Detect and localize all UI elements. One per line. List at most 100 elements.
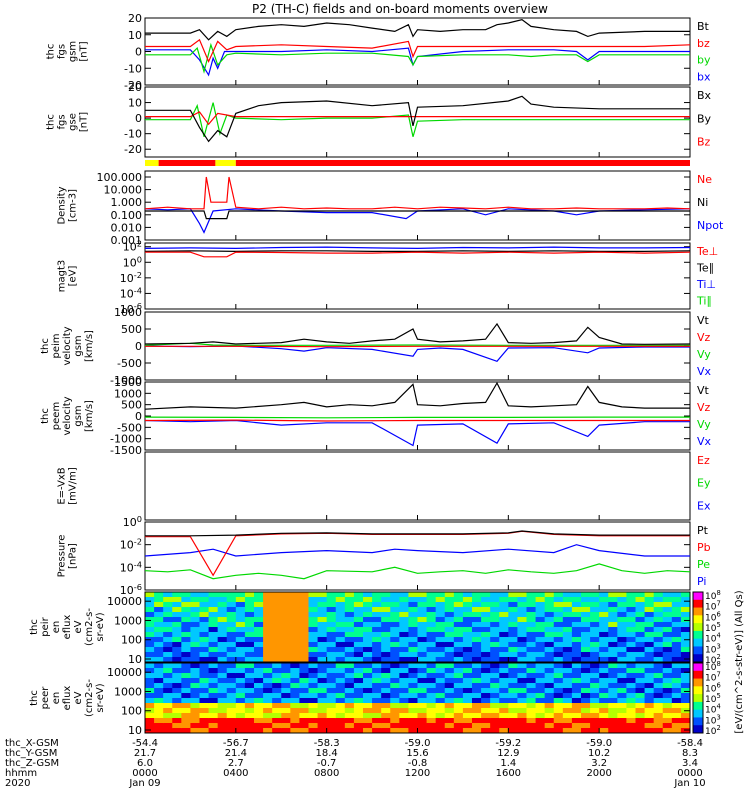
spectrogram-cell — [453, 668, 464, 674]
spectrogram-cell — [544, 637, 555, 643]
spectrogram-cell — [172, 668, 182, 674]
spectrogram-cell — [381, 657, 391, 663]
spectrogram-cell — [526, 678, 537, 684]
spectrogram-cell — [490, 622, 500, 628]
spectrogram-cell — [472, 597, 482, 603]
spectrogram-cell — [680, 617, 691, 623]
spectrogram-cell — [281, 718, 291, 724]
spectrogram-cell — [508, 622, 518, 628]
spectrogram-cell — [381, 683, 391, 689]
series-Te-line — [145, 251, 691, 258]
spectrogram-cell — [508, 693, 518, 699]
colorbar-swatch — [693, 725, 703, 734]
colorbar-tick-label: 102 — [705, 724, 721, 737]
spectrogram-cell — [653, 612, 664, 618]
spectrogram-cell — [508, 657, 518, 663]
spectrogram-cell — [553, 708, 564, 714]
spectrogram-cell — [372, 602, 382, 608]
spectrogram-cell — [417, 723, 428, 729]
spectrogram-cell — [381, 627, 391, 633]
spectrogram-cell — [462, 597, 473, 603]
spectrogram-cell — [344, 688, 355, 694]
spectrogram-cell — [181, 627, 191, 633]
y-tick-label: 1.000 — [111, 196, 143, 209]
spectrogram-cell — [344, 663, 355, 669]
spectrogram-cell — [208, 708, 219, 714]
spectrogram-cell — [272, 612, 282, 618]
spectrogram-cell — [544, 678, 555, 684]
spectrogram-cell — [181, 668, 191, 674]
colorbar-swatch — [693, 599, 703, 609]
spectrogram-cell — [272, 592, 282, 598]
spectrogram-cell — [244, 673, 255, 679]
spectrogram-cell — [272, 627, 282, 633]
spectrogram-cell — [326, 592, 337, 598]
spectrogram-cell — [335, 627, 346, 633]
figure-title: P2 (TH-C) fields and on-board moments ov… — [252, 2, 548, 16]
spectrogram-cell — [363, 597, 373, 603]
spectrogram-cell — [281, 703, 291, 709]
spectrogram-cell — [662, 612, 673, 618]
spectrogram-cell — [544, 617, 555, 623]
legend-entry: Vy — [697, 348, 711, 361]
spectrogram-cell — [217, 723, 228, 729]
spectrogram-cell — [462, 657, 473, 663]
spectrogram-cell — [199, 693, 210, 699]
spectrogram-cell — [145, 622, 155, 628]
spectrogram-cell — [154, 708, 164, 714]
spectrogram-cell — [608, 657, 618, 663]
y-tick-label: 10-6 — [120, 582, 142, 597]
spectrogram-cell — [535, 637, 546, 643]
spectrogram-cell — [444, 632, 455, 638]
spectrogram-cell — [363, 663, 373, 669]
spectrogram-cell — [562, 663, 573, 669]
spectrogram-cell — [208, 642, 219, 648]
spectrogram-cell — [254, 693, 264, 699]
spectrogram-cell — [172, 663, 182, 669]
y-tick-label: -1000 — [110, 374, 142, 387]
spectrogram-cell — [462, 713, 473, 719]
spectrogram-cell — [154, 612, 164, 618]
spectrogram-cell — [308, 592, 319, 598]
spectrogram-cell — [526, 668, 537, 674]
spectrogram-cell — [145, 703, 155, 709]
spectrogram-cell — [154, 723, 164, 729]
spectrogram-cell — [272, 703, 282, 709]
spectrogram-cell — [490, 597, 500, 603]
spectrogram-cell — [390, 723, 400, 729]
spectrogram-cell — [381, 637, 391, 643]
legend-entry: Vx — [697, 435, 712, 448]
spectrogram-cell — [626, 723, 636, 729]
spectrogram-cell — [671, 708, 682, 714]
spectrogram-cell — [326, 723, 337, 729]
spectrogram-cell — [581, 592, 591, 598]
spectrogram-cell — [617, 708, 627, 714]
spectrogram-cell — [680, 688, 691, 694]
spectrogram-cell — [254, 597, 264, 603]
spectrogram-cell — [444, 663, 455, 669]
spectrogram-cell — [680, 718, 691, 724]
spectrogram-cell — [408, 602, 418, 608]
spectrogram-cell — [372, 612, 382, 618]
spectrogram-cell — [372, 642, 382, 648]
spectrogram-cell — [653, 642, 664, 648]
spectrogram-cell — [317, 632, 328, 638]
spectrogram-cell — [190, 713, 200, 719]
spectrogram-cell — [590, 647, 600, 653]
spectrogram-cell — [508, 718, 518, 724]
spectrogram-cell — [372, 703, 382, 709]
spectrogram-cell — [199, 718, 210, 724]
spectrogram-cell — [226, 668, 237, 674]
spectrogram-cell — [553, 688, 564, 694]
spectrogram-cell — [281, 708, 291, 714]
spectrogram-cell — [154, 632, 164, 638]
spectrogram-cell — [181, 652, 191, 658]
spectrogram-cell — [590, 693, 600, 699]
spectrogram-cell — [299, 663, 309, 669]
spectrogram-cell — [208, 688, 219, 694]
spectrogram-cell — [590, 718, 600, 724]
spectrogram-cell — [662, 592, 673, 598]
spectrogram-cell — [172, 718, 182, 724]
spectrogram-cell — [644, 713, 655, 719]
spectrogram-cell — [581, 713, 591, 719]
